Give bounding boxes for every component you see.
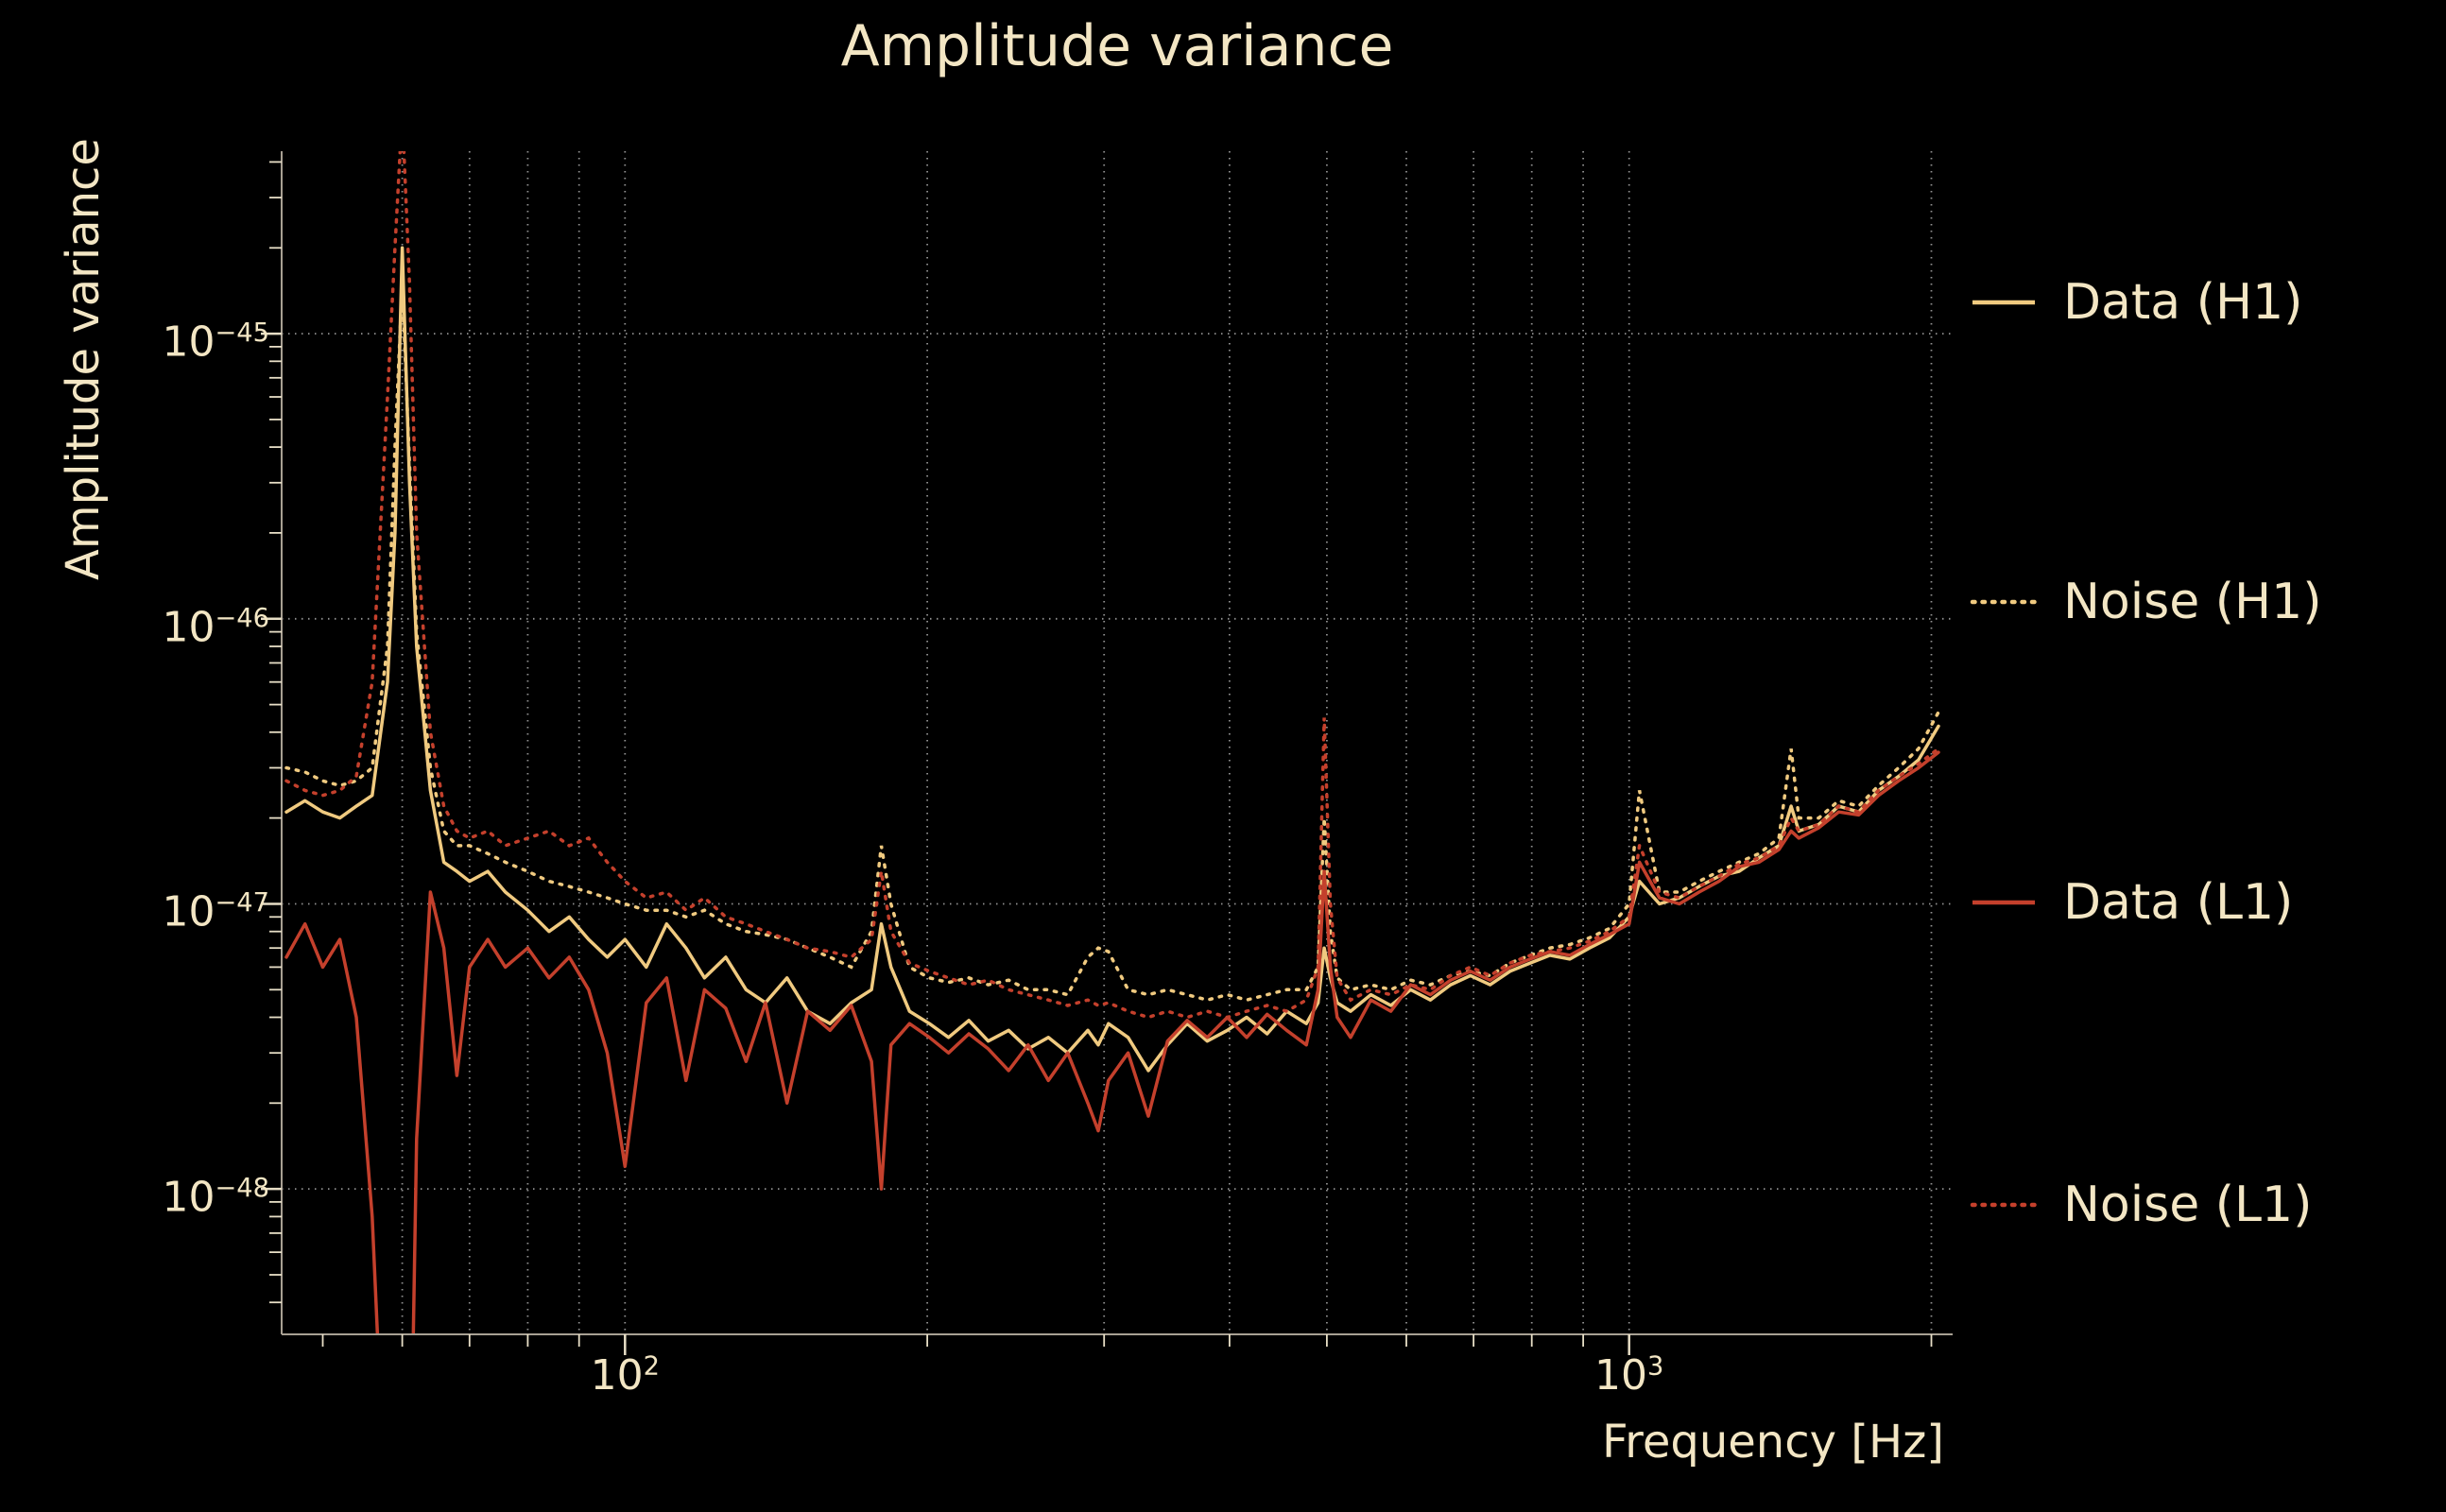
legend-line-data-l1-icon [1972,900,2035,905]
chart-title: Amplitude variance [840,13,1394,79]
y-tick-label: 10−45 [162,318,269,367]
legend-item-data-h1: Data (H1) [1971,272,2302,333]
legend-label-noise-l1: Noise (L1) [2063,1177,2313,1233]
series-data-h1 [284,246,1940,1073]
legend-line-noise-h1-icon [1970,599,2038,605]
legend-label-data-l1: Data (L1) [2063,874,2294,931]
legend-item-noise-l1: Noise (L1) [1970,1175,2313,1235]
y-tick-label: 10−48 [162,1173,269,1222]
legend-line-data-h1-icon [1972,300,2035,305]
legend-item-data-l1: Data (L1) [1971,872,2293,933]
plot-area [261,151,1953,1355]
series-noise-h1 [284,283,1940,1003]
x-tick-label: 103 [1593,1351,1664,1400]
legend-line-noise-l1-icon [1970,1202,2038,1208]
legend-item-noise-h1: Noise (H1) [1970,572,2322,632]
x-axis-label: Frequency [Hz] [1602,1416,1944,1469]
y-tick-label: 10−46 [162,603,269,652]
legend-label-data-h1: Data (H1) [2063,274,2303,331]
legend-label-noise-h1: Noise (H1) [2063,574,2322,630]
series-data-l1 [284,750,1940,1334]
series-noise-l1 [284,151,1940,1020]
x-tick-label: 102 [590,1351,660,1400]
y-tick-label: 10−47 [162,888,269,937]
